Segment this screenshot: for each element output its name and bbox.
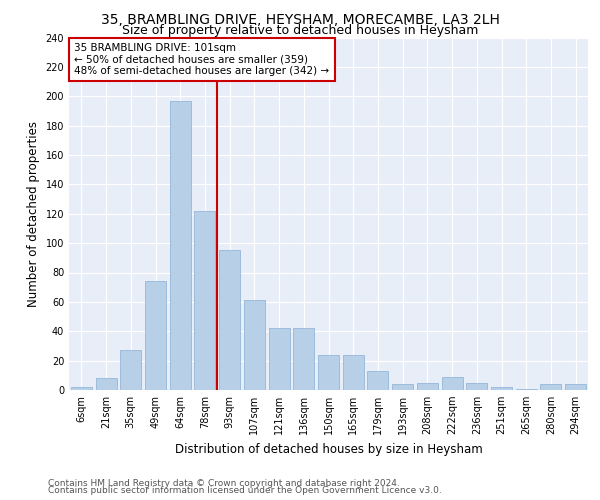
Bar (244, 300, 265, 390)
Bar (293, 328, 314, 390)
Text: 35 BRAMBLING DRIVE: 101sqm
← 50% of detached houses are smaller (359)
48% of sem: 35 BRAMBLING DRIVE: 101sqm ← 50% of deta… (74, 43, 329, 76)
Bar (170, 100, 191, 390)
Bar (145, 282, 166, 390)
Bar (565, 384, 586, 390)
Bar (194, 211, 215, 390)
Bar (541, 384, 562, 390)
Bar (219, 250, 240, 390)
Text: 35, BRAMBLING DRIVE, HEYSHAM, MORECAMBE, LA3 2LH: 35, BRAMBLING DRIVE, HEYSHAM, MORECAMBE,… (101, 12, 499, 26)
Bar (516, 388, 537, 390)
Bar (71, 387, 92, 390)
X-axis label: Distribution of detached houses by size in Heysham: Distribution of detached houses by size … (175, 442, 482, 456)
Bar (367, 371, 388, 390)
Bar (120, 350, 141, 390)
Bar (442, 377, 463, 390)
Text: Contains public sector information licensed under the Open Government Licence v3: Contains public sector information licen… (48, 486, 442, 495)
Bar (318, 355, 339, 390)
Bar (417, 382, 438, 390)
Bar (269, 328, 290, 390)
Y-axis label: Number of detached properties: Number of detached properties (27, 120, 40, 306)
Bar (343, 355, 364, 390)
Bar (95, 378, 116, 390)
Bar (466, 382, 487, 390)
Text: Contains HM Land Registry data © Crown copyright and database right 2024.: Contains HM Land Registry data © Crown c… (48, 478, 400, 488)
Bar (392, 384, 413, 390)
Bar (491, 387, 512, 390)
Text: Size of property relative to detached houses in Heysham: Size of property relative to detached ho… (122, 24, 478, 37)
